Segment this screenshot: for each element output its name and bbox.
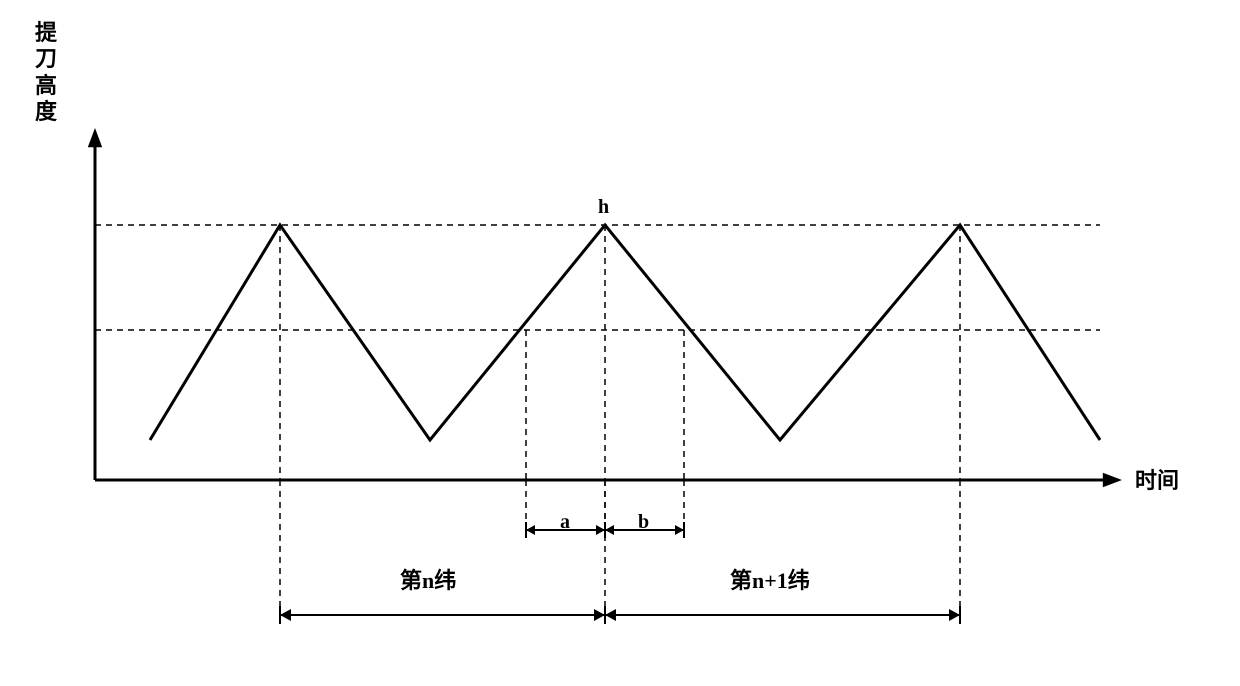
segment-a-label: a bbox=[560, 510, 570, 534]
diagram-svg bbox=[0, 0, 1240, 686]
peak-label: h bbox=[598, 195, 609, 219]
cycle-n-label: 第n纬 bbox=[400, 568, 456, 594]
segment-b-label: b bbox=[638, 510, 649, 534]
cycle-n1-label: 第n+1纬 bbox=[730, 568, 810, 594]
y-axis-label: 提 刀 高 度 bbox=[35, 20, 57, 126]
x-axis-label: 时间 bbox=[1135, 468, 1179, 494]
diagram-container: 提 刀 高 度 时间 h a b 第n纬 第n+1纬 bbox=[0, 0, 1240, 686]
